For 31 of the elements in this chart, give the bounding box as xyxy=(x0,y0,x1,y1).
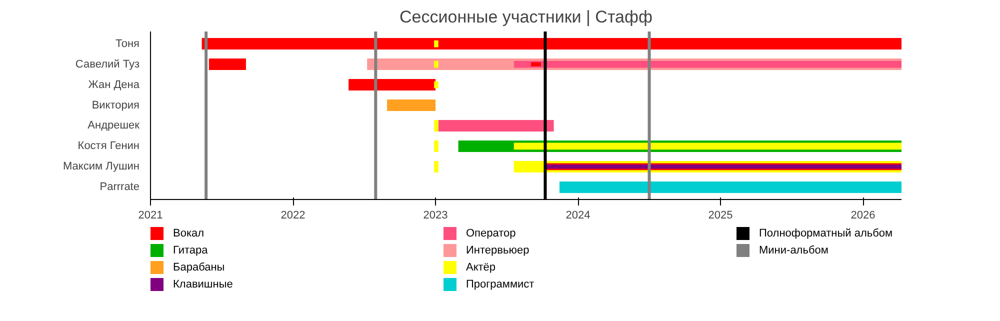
legend-label: Клавишные xyxy=(173,278,233,290)
bar xyxy=(387,100,436,111)
y-tick-label: Жан Дена xyxy=(88,78,140,91)
legend-label: Программист xyxy=(466,278,534,290)
y-tick-label: Виктория xyxy=(92,99,140,112)
legend-label: Актёр xyxy=(466,262,496,274)
bar xyxy=(559,181,902,193)
legend-label: Вокал xyxy=(173,228,204,240)
chart-title: Сессионные участники | Стафф xyxy=(400,8,652,26)
legend-label: Оператор xyxy=(466,228,516,240)
legend-label: Мини-альбом xyxy=(759,244,828,256)
x-tick-label: 2024 xyxy=(566,210,590,222)
x-tick-label: 2026 xyxy=(850,210,876,222)
y-tick-label: Костя Генин xyxy=(78,140,140,152)
x-tick-label: 2023 xyxy=(423,210,448,222)
bar xyxy=(208,58,246,70)
y-tick-label: Тоня xyxy=(115,38,140,50)
legend-label: Интервьюер xyxy=(466,244,530,256)
x-tick-label: 2025 xyxy=(708,210,733,222)
y-tick-label: Савелий Туз xyxy=(75,58,140,70)
y-tick-label: Андрешек xyxy=(88,120,140,132)
bar xyxy=(348,79,436,91)
bar xyxy=(530,62,541,66)
y-tick-label: Parrrate xyxy=(100,181,140,194)
x-tick-label: 2022 xyxy=(280,210,306,222)
x-tick-label: 2021 xyxy=(138,210,163,222)
legend-label: Гитара xyxy=(173,244,209,256)
bar xyxy=(202,38,902,50)
y-tick-label: Максим Лушин xyxy=(63,160,140,173)
legend-label: Барабаны xyxy=(173,262,225,274)
legend-label: Полноформатный альбом xyxy=(759,228,893,240)
